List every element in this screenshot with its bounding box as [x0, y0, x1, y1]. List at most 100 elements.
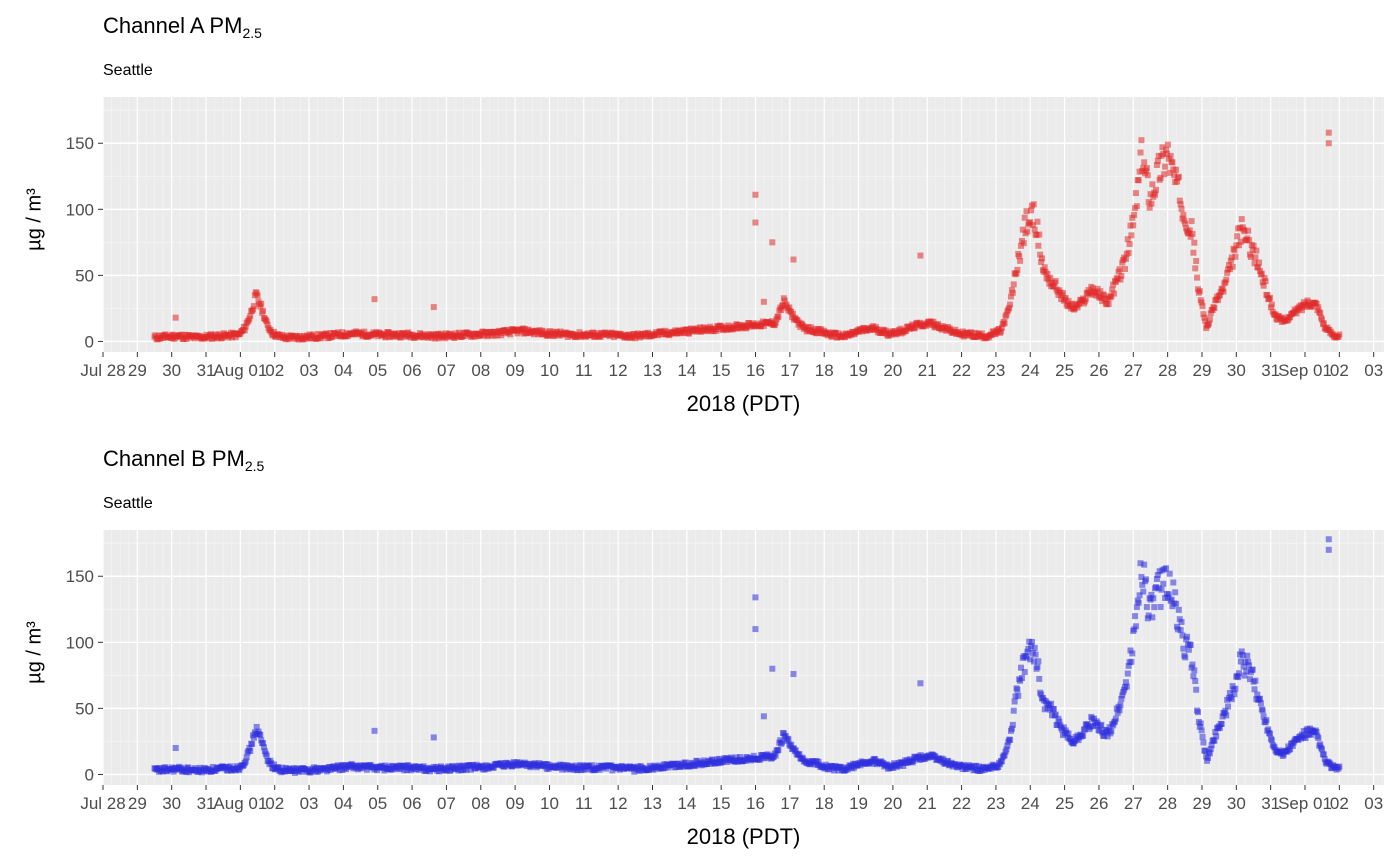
x-tick-label: 25: [1055, 794, 1074, 813]
data-point: [250, 303, 257, 310]
data-point: [1219, 713, 1226, 720]
data-point: [1223, 276, 1230, 283]
outlier-point: [790, 256, 797, 263]
x-tick-label: 21: [918, 361, 937, 380]
data-point: [1128, 658, 1135, 665]
data-point: [257, 303, 264, 310]
data-point: [1162, 163, 1169, 170]
data-point: [243, 754, 250, 761]
data-point: [796, 751, 803, 758]
x-tick-label: 23: [986, 794, 1005, 813]
data-point: [1105, 301, 1112, 308]
data-point: [775, 313, 782, 320]
data-point: [1059, 289, 1066, 296]
x-tick-label: 08: [471, 794, 490, 813]
data-point: [789, 310, 796, 317]
data-point: [1182, 220, 1189, 227]
data-point: [1069, 300, 1076, 307]
data-point: [1036, 231, 1043, 238]
outlier-point: [430, 734, 437, 741]
data-point: [1122, 679, 1129, 686]
outlier-point: [1325, 546, 1332, 553]
data-point: [1261, 274, 1268, 281]
data-point: [590, 329, 597, 336]
outlier-point: [430, 304, 437, 311]
data-point: [1118, 272, 1125, 279]
data-point: [1128, 232, 1135, 239]
x-tick-label: 16: [746, 361, 765, 380]
data-point: [869, 760, 876, 767]
data-point: [260, 307, 267, 314]
data-point: [1207, 310, 1214, 317]
x-tick-label: Jul 28: [80, 794, 125, 813]
data-point: [1111, 290, 1118, 297]
data-point: [1319, 316, 1326, 323]
data-point: [1171, 172, 1178, 179]
data-point: [1009, 721, 1016, 728]
data-point: [1215, 297, 1222, 304]
data-point: [1138, 137, 1145, 144]
data-point: [1003, 311, 1010, 318]
data-point: [1238, 216, 1245, 223]
x-tick-label: 12: [609, 361, 628, 380]
data-point: [1123, 683, 1130, 690]
data-point: [1130, 222, 1137, 229]
data-point: [507, 331, 514, 338]
data-point: [775, 746, 782, 753]
data-point: [152, 332, 159, 339]
data-point: [1247, 253, 1254, 260]
data-point: [1153, 186, 1160, 193]
data-point: [1132, 190, 1139, 197]
y-tick-label: 150: [66, 567, 94, 586]
chart-b-title: Channel B PM2.5: [103, 446, 265, 474]
data-point: [1081, 726, 1088, 733]
data-point: [1287, 746, 1294, 753]
x-tick-label: 15: [712, 794, 731, 813]
data-point: [808, 324, 815, 331]
outlier-point: [917, 252, 924, 259]
x-tick-label: 29: [1193, 794, 1212, 813]
data-point: [1116, 707, 1123, 714]
x-tick-label: 03: [300, 361, 319, 380]
data-point: [1160, 580, 1167, 587]
data-point: [1243, 668, 1250, 675]
data-point: [1216, 292, 1223, 299]
data-point: [1317, 741, 1324, 748]
plot-panel-background: [103, 530, 1384, 785]
data-point: [1028, 207, 1035, 214]
data-point: [1101, 732, 1108, 739]
y-tick-label: 50: [75, 266, 94, 285]
data-point: [1173, 600, 1180, 607]
x-tick-label: 03: [1364, 794, 1383, 813]
data-point: [1179, 632, 1186, 639]
data-point: [1137, 149, 1144, 156]
data-point: [594, 330, 601, 337]
data-point: [1194, 274, 1201, 281]
data-point: [1178, 618, 1185, 625]
data-point: [1164, 594, 1171, 601]
data-point: [1232, 685, 1239, 692]
data-point: [1135, 177, 1142, 184]
outlier-point: [760, 298, 767, 305]
data-point: [1038, 258, 1045, 265]
data-point: [1024, 228, 1031, 235]
data-point: [978, 330, 985, 337]
x-tick-label: 24: [1021, 794, 1040, 813]
data-point: [1182, 654, 1189, 661]
data-point: [1065, 730, 1072, 737]
data-point: [779, 739, 786, 746]
data-point: [1205, 754, 1212, 761]
data-point: [1196, 288, 1203, 295]
data-point: [940, 756, 947, 763]
x-tick-label: 23: [986, 361, 1005, 380]
data-point: [310, 331, 317, 338]
x-tick-label: 25: [1055, 361, 1074, 380]
data-point: [1126, 241, 1133, 248]
data-point: [250, 734, 257, 741]
data-points: [151, 129, 1343, 343]
x-tick-label: 13: [643, 794, 662, 813]
data-point: [436, 768, 443, 775]
data-point: [1246, 676, 1253, 683]
data-point: [1029, 221, 1036, 228]
data-point: [1319, 746, 1326, 753]
